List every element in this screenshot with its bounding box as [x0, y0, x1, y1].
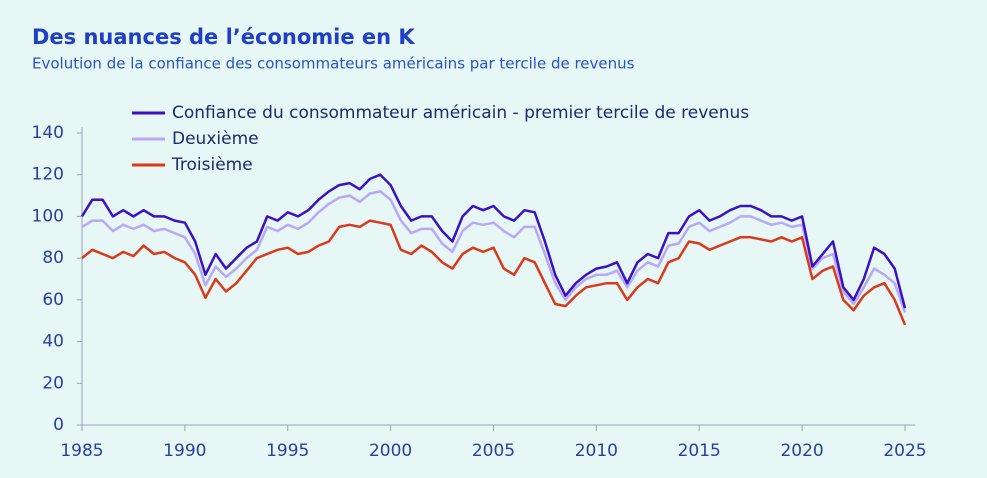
- y-tick-label: 0: [53, 415, 64, 435]
- legend-label: Troisième: [171, 155, 253, 175]
- x-tick-label: 1995: [266, 441, 309, 461]
- chart-title: Des nuances de l’économie en K: [32, 25, 415, 49]
- y-tick-label: 40: [42, 332, 64, 352]
- y-tick-label: 120: [32, 165, 64, 185]
- series-line: [81, 190, 907, 313]
- x-tick-label: 2020: [780, 441, 823, 461]
- legend-label: Confiance du consommateur américain - pr…: [172, 103, 749, 123]
- y-tick-label: 100: [32, 206, 64, 226]
- x-tick-label: 1985: [60, 441, 103, 461]
- x-tick-label: 2000: [369, 441, 412, 461]
- x-tick-label: 2015: [678, 441, 721, 461]
- x-tick-label: 2005: [472, 441, 515, 461]
- y-tick-label: 80: [42, 248, 64, 268]
- y-tick-label: 140: [32, 123, 64, 143]
- series-line: [81, 219, 907, 326]
- legend-label: Deuxième: [172, 129, 259, 149]
- series-line: [80, 173, 907, 309]
- chart-subtitle: Evolution de la confiance des consommate…: [32, 55, 635, 73]
- x-tick-label: 1990: [163, 441, 206, 461]
- x-tick-label: 2025: [883, 441, 926, 461]
- y-tick-label: 60: [42, 290, 64, 310]
- x-tick-label: 2010: [575, 441, 618, 461]
- y-tick-label: 20: [42, 373, 64, 393]
